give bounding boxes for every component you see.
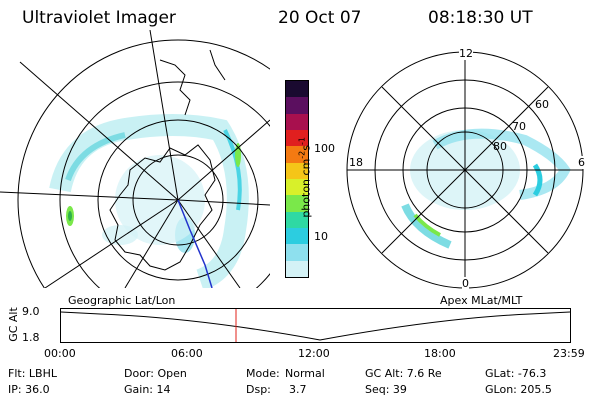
seq-label: Seq: 39	[365, 383, 407, 396]
mode-label: Mode:	[246, 367, 280, 380]
colorbar-segment	[286, 129, 308, 147]
mlat-label-80: 80	[493, 140, 507, 153]
colorbar-segment	[286, 227, 308, 245]
altitude-ytick-high: 9.0	[22, 305, 40, 318]
colorbar-s: s	[299, 144, 313, 151]
altitude-ylabel: GC Alt	[6, 307, 20, 342]
colorbar-exp1: -2	[297, 150, 307, 159]
colorbar-tick-10: 10	[314, 230, 328, 243]
satellite-track	[177, 199, 213, 288]
mlt-label-6: 6	[578, 156, 585, 169]
mlt-label-0: 0	[462, 277, 469, 290]
mlat-label-60: 60	[535, 98, 549, 111]
altitude-xtick-2359: 23:59	[553, 347, 585, 360]
mlat-label-70: 70	[512, 120, 526, 133]
colorbar-segment	[286, 178, 308, 196]
altitude-curve	[60, 311, 571, 341]
instrument-title: Ultraviolet Imager	[22, 8, 176, 28]
mlt-label-18: 18	[349, 156, 363, 169]
mlt-label-12: 12	[459, 47, 473, 60]
altitude-plot	[60, 308, 571, 343]
altitude-xtick-0000: 00:00	[44, 347, 76, 360]
magnetic-caption: Apex MLat/MLT	[440, 294, 523, 307]
dsp-value: 3.7	[289, 383, 307, 396]
coastline	[109, 144, 216, 271]
colorbar-segment	[286, 146, 308, 163]
altitude-ytick-low: 1.8	[22, 331, 40, 344]
colorbar-segment	[286, 244, 308, 261]
colorbar-segment	[286, 260, 308, 277]
colorbar-segment	[286, 211, 308, 228]
glat-label: GLat: -76.3	[485, 367, 547, 380]
colorbar-segment	[286, 162, 308, 179]
gc-alt-label: GC Alt: 7.6 Re	[365, 367, 442, 380]
mode-value: Normal	[285, 367, 325, 380]
colorbar	[285, 80, 309, 278]
door-label: Door: Open	[124, 367, 187, 380]
colorbar-label-text: photon cm	[299, 158, 313, 218]
geographic-caption: Geographic Lat/Lon	[68, 294, 176, 307]
colorbar-tick-100: 100	[314, 142, 335, 155]
magnetic-map	[346, 51, 584, 289]
altitude-xtick-1800: 18:00	[424, 347, 456, 360]
aurora-oval	[49, 114, 249, 288]
filter-label: Flt: LBHL	[8, 367, 57, 380]
ip-label: IP: 36.0	[8, 383, 50, 396]
colorbar-segment	[286, 81, 308, 98]
glon-label: GLon: 205.5	[485, 383, 552, 396]
geographic-map	[0, 30, 270, 288]
dsp-label: Dsp:	[246, 383, 271, 396]
date-label: 20 Oct 07	[278, 8, 362, 28]
colorbar-exp2: -1	[297, 137, 307, 145]
time-label: 08:18:30 UT	[428, 8, 533, 28]
colorbar-segment	[286, 97, 308, 114]
altitude-xtick-1200: 12:00	[298, 347, 330, 360]
colorbar-segment	[286, 113, 308, 130]
colorbar-label: photon cm-2s-1	[298, 122, 313, 232]
gain-label: Gain: 14	[124, 383, 171, 396]
colorbar-segment	[286, 195, 308, 212]
altitude-xtick-0600: 06:00	[171, 347, 203, 360]
